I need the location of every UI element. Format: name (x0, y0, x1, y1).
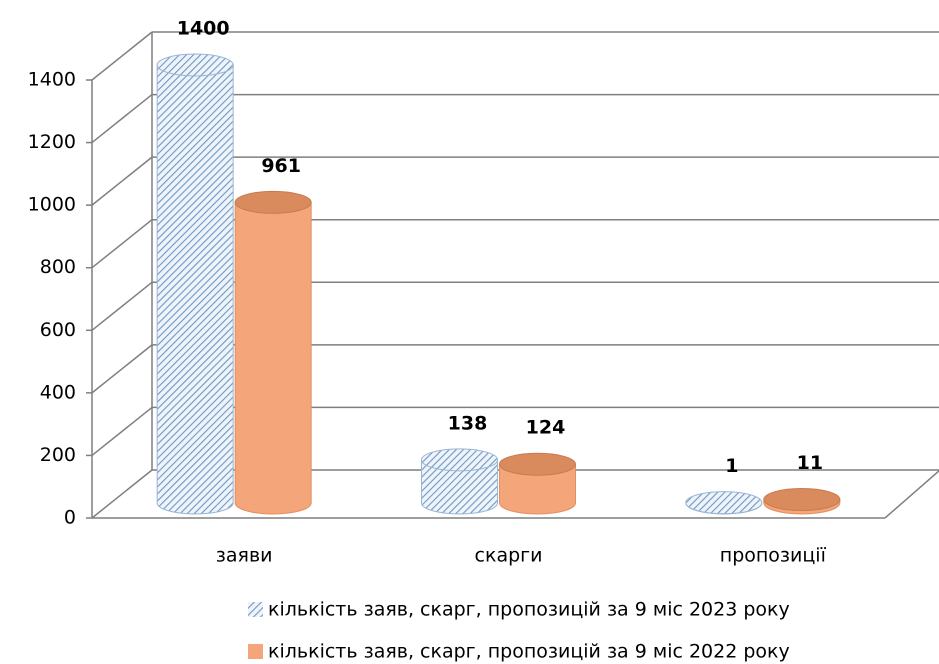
y-tick-label: 0 (64, 507, 76, 529)
legend-label: кількість заяв, скарг, пропозицій за 9 м… (268, 641, 790, 663)
x-tick-label: заяви (216, 545, 273, 567)
grid-line (91, 93, 153, 144)
y-tick-label: 800 (40, 256, 76, 278)
grid-line (91, 31, 153, 81)
cylinder (421, 448, 498, 515)
y-tick-label: 1400 (28, 69, 76, 91)
y-tick-label: 1200 (28, 131, 76, 153)
data-label: 1400 (177, 18, 230, 40)
data-label: 11 (797, 452, 823, 474)
x-tick-label: скарги (475, 545, 543, 567)
cylinder (685, 491, 763, 515)
grid-line (91, 469, 153, 519)
data-label: 124 (526, 417, 566, 439)
grid-line (91, 406, 153, 457)
cylinder (763, 488, 841, 515)
cylinder-body (499, 463, 576, 515)
floor-line (884, 469, 939, 519)
legend-swatch (248, 602, 263, 617)
cylinder-top (156, 53, 234, 77)
y-tick-label: 1000 (28, 194, 76, 216)
legend-swatch (248, 644, 263, 659)
cylinder-body (421, 459, 498, 515)
cylinder-top (763, 488, 841, 512)
data-label: 961 (261, 155, 301, 177)
y-tick-label: 400 (40, 381, 76, 403)
grid-line (91, 156, 153, 206)
legend-label: кількість заяв, скарг, пропозицій за 9 м… (268, 599, 790, 621)
cylinder (234, 190, 312, 515)
cylinder-top (499, 452, 576, 476)
x-tick-label: пропозиції (720, 545, 827, 567)
y-tick-label: 200 (40, 444, 76, 466)
cylinder-body (156, 64, 234, 515)
cylinder-body (234, 201, 312, 515)
cylinder (499, 452, 576, 515)
cylinder-top (685, 491, 763, 515)
cylinder-top (234, 190, 312, 214)
grid-line (91, 281, 153, 331)
grid-line (91, 219, 153, 269)
data-label: 138 (448, 412, 488, 434)
cylinder-top (421, 448, 498, 472)
data-label: 1 (725, 455, 738, 477)
grid-line (91, 344, 153, 394)
y-tick-label: 600 (40, 319, 76, 341)
cylinder (156, 53, 234, 515)
